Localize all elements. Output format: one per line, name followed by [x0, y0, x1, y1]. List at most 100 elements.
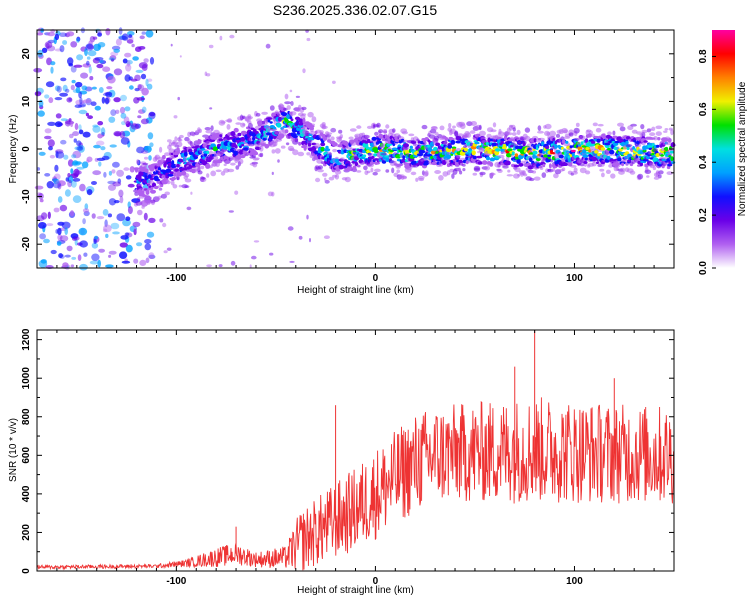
heatmap-cell [626, 147, 630, 150]
heatmap-cell [54, 164, 59, 172]
heatmap-cell [652, 166, 657, 171]
heatmap-cell [269, 105, 275, 111]
heatmap-cell [383, 128, 388, 134]
heatmap-cell [39, 198, 44, 203]
heatmap-cell [446, 170, 451, 176]
heatmap-cell [637, 173, 644, 180]
heatmap-cell [70, 120, 74, 128]
heatmap-cell [347, 163, 353, 167]
heatmap-cell [590, 140, 596, 144]
heatmap-cell [141, 205, 145, 209]
heatmap-cell [147, 174, 152, 179]
heatmap-cell [220, 171, 226, 176]
heatmap-cell [159, 146, 163, 153]
heatmap-cell [143, 58, 149, 63]
heatmap-cell [223, 168, 230, 173]
heatmap-cell [438, 175, 444, 181]
heatmap-cell [149, 142, 154, 148]
heatmap-cell [201, 177, 206, 180]
heatmap-cell [272, 126, 277, 130]
heatmap-cell [408, 133, 415, 137]
heatmap-cell [472, 155, 477, 160]
heatmap-cell [287, 226, 294, 231]
heatmap-cell [70, 41, 78, 48]
heatmap-cell [502, 144, 507, 149]
heatmap-cell [125, 63, 132, 72]
heatmap-cell [105, 91, 113, 98]
heatmap-cell [276, 122, 282, 128]
heatmap-cell [127, 206, 133, 215]
heatmap-cell [280, 145, 286, 149]
heatmap-cell [249, 264, 252, 269]
heatmap-cell [356, 125, 362, 129]
heatmap-cell [34, 185, 44, 190]
heatmap-cell [542, 163, 546, 168]
heatmap-cell [159, 218, 164, 223]
heatmap-cell [100, 146, 106, 151]
heatmap-cell [67, 57, 74, 66]
heatmap-cell [297, 151, 305, 157]
heatmap-cell [72, 131, 79, 137]
heatmap-cell [435, 142, 441, 147]
heatmap-cell [49, 154, 56, 159]
heatmap-cell [60, 77, 67, 82]
heatmap-cell [50, 66, 54, 74]
heatmap-cell [46, 223, 54, 227]
heatmap-cell [490, 129, 497, 133]
heatmap-cell [471, 150, 476, 156]
heatmap-cell [599, 168, 605, 172]
heatmap-cell [421, 124, 428, 130]
x-tick-label: 0 [373, 576, 379, 587]
heatmap-cell [644, 169, 652, 175]
heatmap-cell [579, 167, 587, 174]
heatmap-cell [50, 61, 56, 66]
heatmap-cell [456, 154, 461, 159]
heatmap-cell [318, 165, 323, 170]
heatmap-cell [64, 189, 71, 197]
heatmap-cell [357, 164, 361, 168]
heatmap-cell [39, 233, 46, 240]
heatmap-cell [378, 129, 384, 134]
heatmap-cell [497, 131, 505, 138]
y-tick-label: 800 [21, 408, 32, 425]
heatmap-cell [640, 124, 645, 130]
heatmap-cell [541, 172, 547, 179]
heatmap-cell [204, 71, 208, 77]
heatmap-cell [141, 87, 149, 96]
y-tick-label: -10 [21, 189, 32, 204]
heatmap-cell [44, 128, 52, 134]
heatmap-cell [97, 121, 104, 126]
heatmap-cell [423, 160, 430, 166]
heatmap-cell [454, 130, 459, 137]
heatmap-cell [83, 252, 88, 257]
heatmap-cell [626, 144, 633, 147]
heatmap-cell [72, 150, 82, 159]
heatmap-cell [532, 150, 538, 155]
heatmap-cell [549, 130, 556, 137]
heatmap-cell [57, 227, 62, 236]
heatmap-cell [102, 228, 108, 233]
heatmap-cell [147, 171, 153, 175]
heatmap-cell [371, 155, 375, 159]
heatmap-cell [97, 259, 101, 268]
heatmap-cell [627, 125, 634, 131]
heatmap-cell [374, 131, 379, 136]
heatmap-cell [108, 250, 117, 255]
heatmap-cell [93, 43, 101, 52]
heatmap-cell [89, 260, 99, 265]
heatmap-cell [282, 132, 287, 137]
heatmap-cell [112, 161, 120, 168]
heatmap-cell [79, 263, 88, 271]
heatmap-cell [306, 214, 309, 220]
heatmap-cell [144, 243, 152, 251]
heatmap-cell [619, 167, 626, 173]
heatmap-cell [132, 56, 139, 61]
colorbar: 0.0 0.2 0.4 0.6 0.8 Normalized spectral ampl… [698, 30, 748, 275]
heatmap-cell [514, 167, 521, 173]
heatmap-cell [36, 167, 41, 171]
heatmap-cell [70, 264, 75, 268]
heatmap-cell [340, 160, 344, 165]
heatmap-cell [75, 99, 85, 106]
heatmap-cell [76, 146, 84, 151]
